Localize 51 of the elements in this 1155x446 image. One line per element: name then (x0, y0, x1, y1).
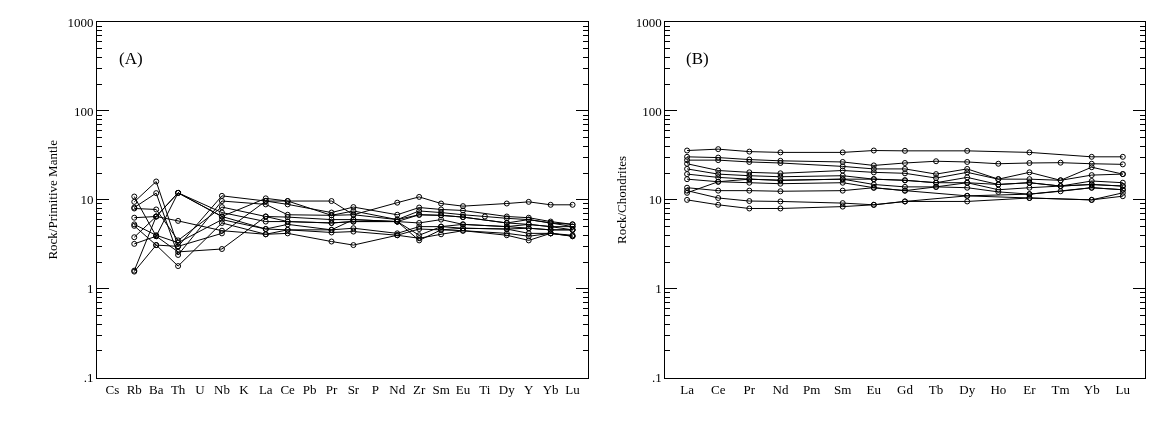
x-tick-label: Ba (148, 382, 164, 398)
x-tick-label: U (195, 382, 206, 398)
x-tick-label: Sm (432, 382, 450, 398)
x-tick-label: Cs (105, 382, 120, 398)
x-tick-label: Pm (802, 382, 821, 398)
y-axis-title: Rock/Primitive Mantle (45, 139, 61, 260)
x-tick-label: La (680, 382, 695, 398)
x-tick-label: Yb (542, 382, 559, 398)
y-tick-label: 10 (80, 192, 94, 208)
x-tick-label: Zr (413, 382, 426, 398)
y-tick-label: 10 (648, 192, 662, 208)
y-tick-label: .1 (651, 370, 662, 386)
x-tick-label: Y (524, 382, 535, 398)
x-tick-label: La (258, 382, 273, 398)
annotation: (A) (119, 49, 143, 68)
y-tick-label: .1 (83, 370, 94, 386)
x-tick-label: Pr (743, 382, 756, 398)
x-tick-label: Tb (928, 382, 944, 398)
x-tick-label: Ce (710, 382, 726, 398)
x-tick-label: Sr (347, 382, 360, 398)
x-tick-label: Th (170, 382, 186, 398)
x-tick-label: Er (1023, 382, 1037, 398)
x-tick-label: Gd (896, 382, 914, 398)
x-tick-label: Lu (565, 382, 581, 398)
x-tick-label: Nd (772, 382, 789, 398)
x-tick-label: Ce (280, 382, 296, 398)
y-tick-label: 1000 (635, 14, 662, 30)
x-tick-label: Dy (498, 382, 516, 398)
y-axis-title: Rock/Chondrites (613, 155, 629, 244)
x-tick-label: Tm (1051, 382, 1070, 398)
x-tick-label: P (371, 382, 379, 398)
y-tick-label: 100 (642, 103, 662, 119)
x-tick-label: Rb (126, 382, 142, 398)
y-tick-label: 100 (73, 103, 94, 119)
x-tick-label: Lu (1115, 382, 1131, 398)
y-tick-label: 1 (655, 281, 662, 297)
x-tick-label: Nd (389, 382, 406, 398)
x-tick-label: Eu (455, 382, 471, 398)
x-tick-label: Ti (479, 382, 491, 398)
x-tick-label: Pr (325, 382, 338, 398)
x-tick-label: Sm (834, 382, 852, 398)
x-tick-label: Eu (866, 382, 882, 398)
y-tick-label: 1000 (67, 14, 94, 30)
x-tick-label: K (239, 382, 250, 398)
x-tick-label: Nb (213, 382, 230, 398)
x-tick-label: Yb (1083, 382, 1100, 398)
x-tick-label: Dy (959, 382, 976, 398)
x-tick-label: Pb (302, 382, 317, 398)
y-tick-label: 1 (86, 281, 94, 297)
x-tick-label: Ho (990, 382, 1007, 398)
annotation: (B) (686, 49, 709, 68)
